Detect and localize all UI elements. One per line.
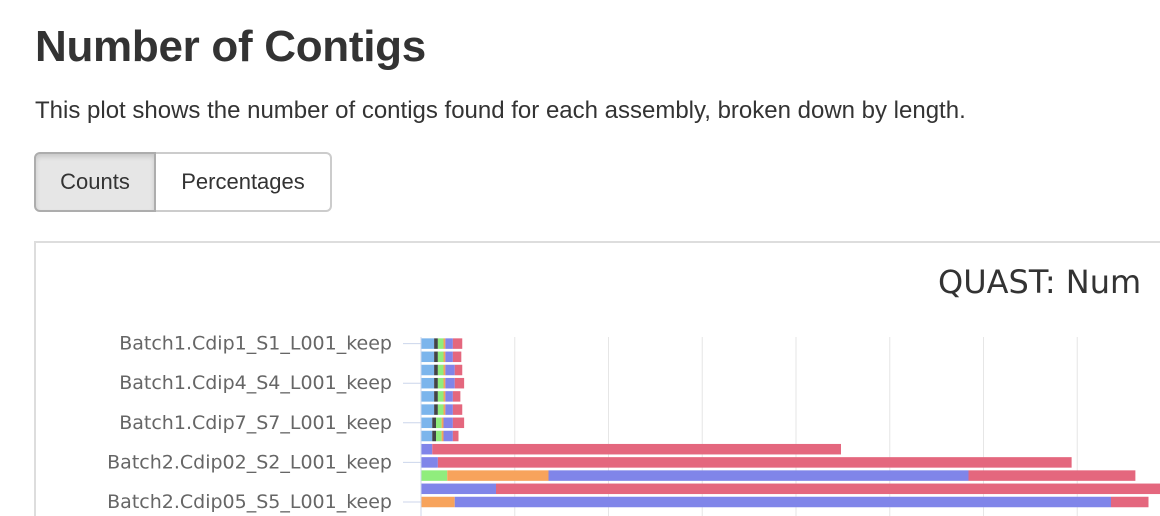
bar-segment[interactable] bbox=[434, 391, 438, 402]
bar-segment[interactable] bbox=[452, 430, 459, 442]
bar-segment[interactable] bbox=[447, 470, 549, 481]
bar-segment[interactable] bbox=[421, 391, 435, 402]
bar-segment[interactable] bbox=[434, 377, 438, 389]
bar-segment[interactable] bbox=[434, 364, 438, 376]
counts-button[interactable]: Counts bbox=[34, 152, 156, 212]
bar-segment[interactable] bbox=[437, 404, 444, 415]
bar-segment[interactable] bbox=[434, 338, 438, 349]
bar-segment[interactable] bbox=[496, 483, 1160, 495]
bar-segment[interactable] bbox=[445, 404, 453, 415]
category-axis: Batch1.Cdip1_S1_L001_keep Batch1.Cdip4_S4… bbox=[107, 333, 422, 516]
bar-segment[interactable] bbox=[443, 404, 446, 415]
bar-segment[interactable] bbox=[452, 404, 463, 415]
page-description: This plot shows the number of contigs fo… bbox=[35, 97, 966, 124]
bar-segment[interactable] bbox=[436, 417, 442, 429]
bar-segment[interactable] bbox=[421, 338, 435, 349]
bar-segment[interactable] bbox=[421, 377, 435, 389]
bar-segment[interactable] bbox=[452, 338, 463, 349]
bar-segment[interactable] bbox=[434, 351, 438, 363]
bar-segment[interactable] bbox=[432, 430, 436, 442]
bar-segment[interactable] bbox=[421, 496, 455, 508]
bar-segment[interactable] bbox=[432, 443, 841, 455]
bar-segment[interactable] bbox=[452, 417, 465, 429]
bar-segment[interactable] bbox=[445, 391, 453, 402]
bar-segment[interactable] bbox=[1111, 496, 1149, 508]
category-label: Batch2.Cdip02_S2_L001_keep bbox=[107, 451, 392, 473]
category-label: Batch2.Cdip05_S5_L001_keep bbox=[107, 491, 392, 513]
bars bbox=[421, 338, 1160, 508]
bar-segment[interactable] bbox=[445, 351, 453, 363]
gridlines bbox=[514, 337, 1078, 516]
bar-segment[interactable] bbox=[445, 364, 455, 376]
bar-segment[interactable] bbox=[445, 377, 455, 389]
bar-segment[interactable] bbox=[454, 377, 465, 389]
page-title: Number of Contigs bbox=[35, 22, 426, 71]
bar-segment[interactable] bbox=[421, 443, 433, 455]
contigs-bar-chart: QUAST: Num Batch1.Cdip1_S1_L001_keepBatc… bbox=[107, 263, 1160, 516]
bar-segment[interactable] bbox=[454, 496, 1111, 508]
bar-segment[interactable] bbox=[434, 404, 438, 415]
bar-segment[interactable] bbox=[437, 377, 444, 389]
bar-segment[interactable] bbox=[443, 430, 453, 442]
bar-segment[interactable] bbox=[437, 391, 444, 402]
bar-segment[interactable] bbox=[443, 338, 446, 349]
bar-segment[interactable] bbox=[421, 457, 438, 468]
bar-segment[interactable] bbox=[454, 364, 463, 376]
category-label: Batch1.Cdip4_S4_L001_keep bbox=[119, 372, 392, 394]
percentages-button[interactable]: Percentages bbox=[156, 152, 332, 212]
bar-segment[interactable] bbox=[445, 338, 453, 349]
bar-segment[interactable] bbox=[443, 417, 453, 429]
bar-segment[interactable] bbox=[548, 470, 969, 481]
bar-segment[interactable] bbox=[421, 404, 435, 415]
bar-segment[interactable] bbox=[437, 338, 444, 349]
bar-segment[interactable] bbox=[421, 364, 435, 376]
bar-segment[interactable] bbox=[437, 364, 444, 376]
bar-segment[interactable] bbox=[443, 377, 446, 389]
bar-segment[interactable] bbox=[421, 417, 433, 429]
category-label: Batch1.Cdip7_S7_L001_keep bbox=[119, 412, 392, 434]
plot-mode-toggle: Counts Percentages bbox=[34, 152, 332, 212]
bar-segment[interactable] bbox=[452, 351, 462, 363]
bar-segment[interactable] bbox=[421, 483, 496, 495]
bar-segment[interactable] bbox=[441, 417, 444, 429]
bar-segment[interactable] bbox=[421, 470, 448, 481]
bar-segment[interactable] bbox=[968, 470, 1136, 481]
chart-title: QUAST: Num bbox=[938, 263, 1141, 301]
category-label: Batch1.Cdip1_S1_L001_keep bbox=[119, 333, 392, 355]
bar-segment[interactable] bbox=[441, 430, 444, 442]
chart-container: QUAST: Num Batch1.Cdip1_S1_L001_keep Batc… bbox=[34, 241, 1160, 516]
bar-segment[interactable] bbox=[452, 391, 461, 402]
bar-segment[interactable] bbox=[443, 364, 446, 376]
bar-segment[interactable] bbox=[421, 351, 435, 363]
bar-segment[interactable] bbox=[443, 391, 446, 402]
bar-segment[interactable] bbox=[437, 351, 444, 363]
bar-segment[interactable] bbox=[421, 430, 433, 442]
bar-segment[interactable] bbox=[436, 430, 442, 442]
bar-segment[interactable] bbox=[443, 351, 446, 363]
bar-segment[interactable] bbox=[432, 417, 436, 429]
bar-segment[interactable] bbox=[437, 457, 1072, 468]
